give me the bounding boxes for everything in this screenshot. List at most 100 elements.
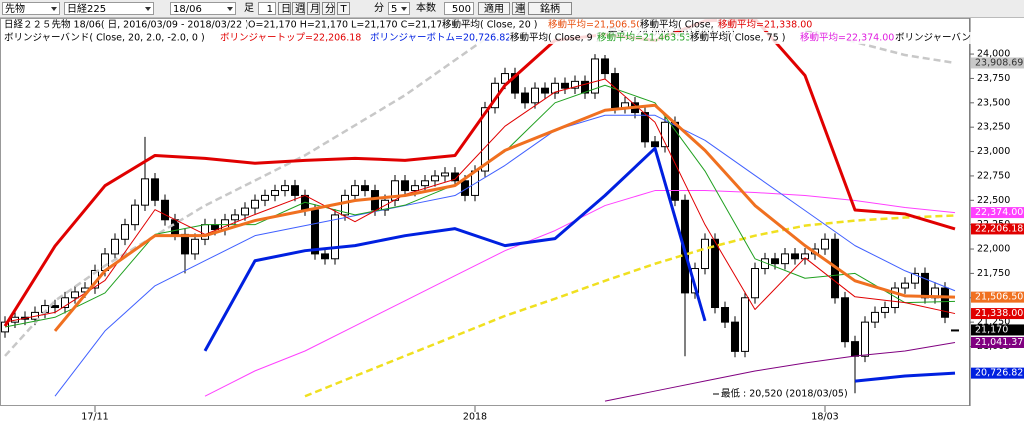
candle-body [731, 321, 739, 352]
candle-body [771, 258, 779, 265]
candle-body [721, 307, 729, 323]
y-tick-label: 23,750 [977, 73, 1010, 84]
header-text: 移動平均( Close, 75 ) [690, 32, 785, 44]
candle-body [901, 282, 909, 289]
candle-body [601, 58, 609, 75]
header-text: 移動平均( Close, 20 ) [442, 19, 537, 31]
candle-body [331, 214, 339, 260]
header-text: 移動平均( Close, 9 ) [510, 32, 599, 44]
toolbar-button[interactable]: 日 [278, 2, 291, 15]
candle-body [781, 253, 789, 265]
toolbar-label: 本数 [416, 3, 436, 14]
toolbar-button[interactable]: 月 [307, 2, 320, 15]
header-bg [689, 32, 787, 44]
x-tick-label: 17/11 [81, 412, 108, 423]
candle-body [271, 190, 279, 196]
candle-body [281, 185, 289, 192]
header-text: ボリンジャーバン [895, 33, 971, 44]
candle-body [691, 268, 699, 294]
candle-body [611, 73, 619, 109]
y-tick-label: 23,500 [977, 97, 1010, 108]
candle-body [261, 194, 269, 201]
header-text: ボリンジャーボトム=20,726.82 [370, 33, 511, 44]
header-bg [3, 32, 206, 44]
toolbar-dropdown[interactable]: 先物 [2, 2, 60, 15]
toolbar-dropdown[interactable]: 日経225 [64, 2, 154, 15]
candle-body [531, 87, 539, 104]
candle-body [231, 214, 239, 221]
value-box [971, 308, 1024, 320]
candle-body [251, 199, 259, 209]
candle-body [921, 272, 929, 299]
candle-body [161, 199, 169, 221]
value-box-label: 21,041.37 [975, 337, 1023, 348]
candle-body [701, 238, 709, 270]
value-box [971, 207, 1024, 219]
candle-body [571, 80, 579, 89]
header-text: 移動平均=21,338.00 [718, 19, 812, 31]
candle-body [821, 238, 829, 250]
value-box-label: 22,374.00 [975, 207, 1023, 218]
indicator-line [4, 78, 956, 323]
header-bg [509, 32, 601, 44]
candle-body [861, 321, 869, 357]
candle-body [911, 272, 919, 284]
header-bg [639, 19, 731, 31]
toolbar-button[interactable]: 週 [292, 2, 305, 15]
candle-body [361, 185, 369, 192]
x-tick-label: 18/03 [811, 412, 838, 423]
candle-body [551, 82, 559, 94]
candle-body [421, 180, 429, 187]
indicator-line [203, 146, 956, 383]
header-bg [547, 19, 644, 31]
y-tick-label: 22,500 [977, 195, 1010, 206]
candle-body [841, 297, 849, 343]
candle-body [751, 268, 759, 299]
candle-body [311, 209, 319, 255]
y-tick-label: 22,750 [977, 170, 1010, 181]
indicator-line [3, 19, 956, 327]
candle-body [481, 107, 489, 172]
candle-body [881, 307, 889, 313]
candle-body [941, 287, 949, 318]
indicator-line [53, 103, 956, 332]
toolbar-dropdown[interactable]: 18/06 [170, 2, 236, 15]
toolbar-input[interactable]: 1 [258, 2, 276, 15]
value-box [971, 324, 1024, 336]
header-bg [596, 32, 693, 44]
candle-body [291, 185, 299, 196]
candle-body [581, 80, 589, 94]
y-tick-label: 23,000 [977, 146, 1010, 157]
header-text: ボリンジャートップ=22,206.18 [220, 33, 361, 44]
plot [1, 19, 959, 402]
toolbar-button[interactable]: T [337, 2, 350, 15]
candle-body [591, 58, 599, 94]
toolbar-button[interactable]: 連 [512, 2, 525, 15]
candle-body [871, 311, 879, 323]
candle-body [541, 87, 549, 94]
candle-body [241, 207, 249, 216]
chart: 21,00021,25021,50021,75022,00022,25022,5… [0, 18, 1024, 423]
toolbar-label: 分 [374, 3, 384, 14]
toolbar: 先物 日経225 18/06 足 1 日週月分 T 分 5 本数 500 適用連銘柄 [0, 0, 1024, 18]
candle-body [61, 297, 69, 309]
toolbar-dropdown[interactable]: 5 [388, 2, 410, 15]
toolbar-input[interactable]: 500 [444, 2, 474, 15]
candle-body [451, 172, 459, 182]
candle-body [851, 341, 859, 357]
header-text: 移動平均=22,374.00 [800, 32, 894, 44]
toolbar-button[interactable]: 分 [322, 2, 335, 15]
candle-body [411, 185, 419, 192]
value-box [971, 223, 1024, 235]
candle-body [211, 224, 219, 231]
y-tick-label: 22,000 [977, 244, 1010, 255]
toolbar-button[interactable]: 銘柄 [528, 2, 572, 15]
toolbar-button[interactable]: 適用 [478, 2, 510, 15]
candle-body [51, 305, 59, 309]
candle-body [641, 112, 649, 143]
header-text: ボリンジャーバンド( Close, 20, 2.0, -2.0, 0 ) [4, 33, 205, 44]
candle-body [351, 185, 359, 196]
header-bg [894, 32, 972, 44]
candle-body [181, 233, 189, 255]
